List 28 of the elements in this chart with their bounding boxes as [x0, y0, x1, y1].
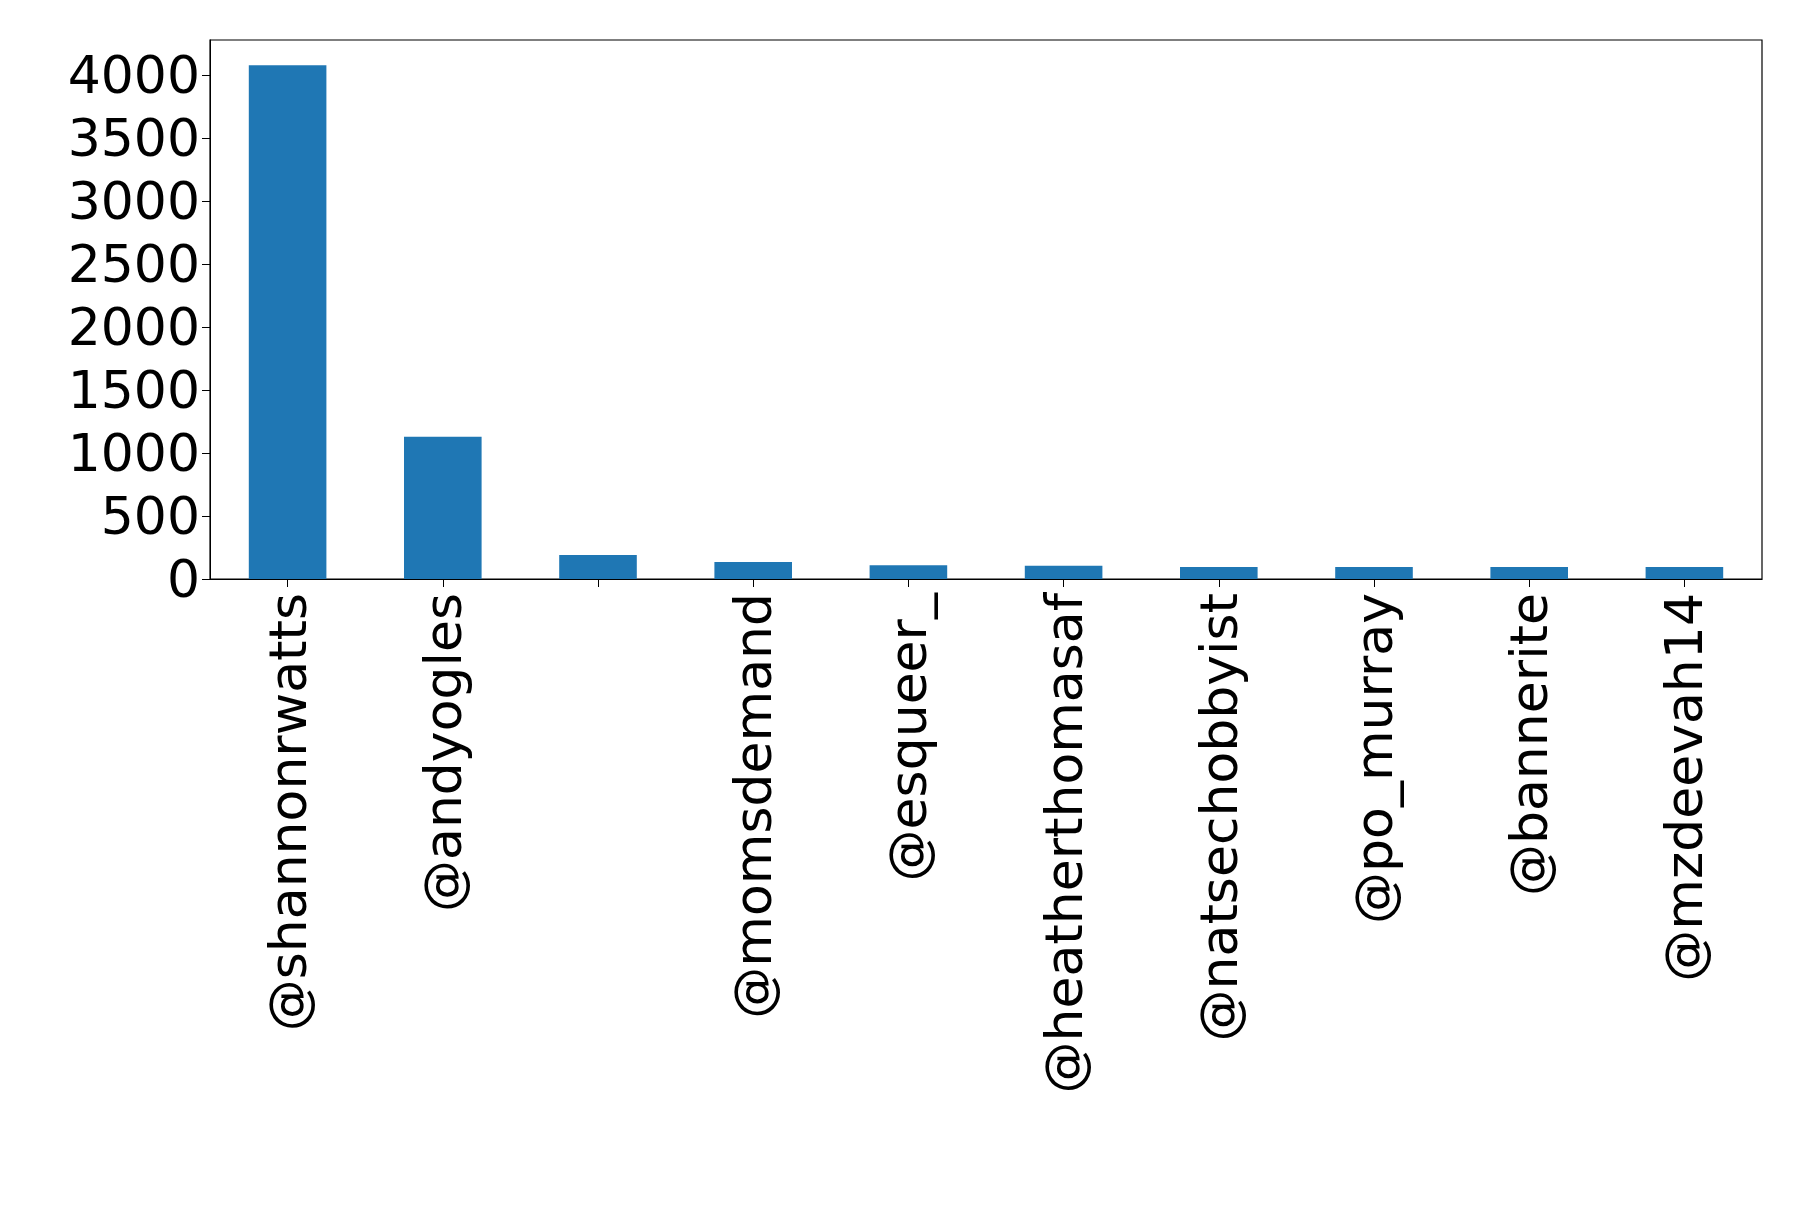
y-tick-label: 2500	[67, 234, 200, 295]
y-tick-label: 3500	[67, 108, 200, 169]
bar	[1335, 567, 1413, 579]
y-tick-label: 4000	[67, 45, 200, 106]
bar	[714, 562, 792, 579]
x-tick-label: @andyogles	[412, 593, 473, 912]
x-tick-label: @heatherthomasaf	[1033, 591, 1094, 1094]
y-tick-label: 0	[166, 549, 200, 609]
bar	[559, 555, 637, 579]
bar	[248, 65, 327, 579]
x-tick-label: @po_murray	[1344, 593, 1404, 924]
x-tick-label: @shannonrwatts	[257, 593, 318, 1032]
x-tick-label: @natsechobbyist	[1188, 593, 1249, 1042]
y-tick-label: 2000	[67, 297, 200, 358]
bar	[1024, 565, 1103, 579]
bar	[1490, 567, 1568, 579]
x-tick-label: @bannerite	[1499, 593, 1560, 896]
y-tick-label: 1000	[67, 423, 200, 484]
bar	[1180, 567, 1258, 579]
x-tick-label: @mzdeevah14	[1654, 593, 1715, 982]
bar	[869, 565, 948, 579]
y-tick-label: 500	[100, 486, 200, 547]
bar	[1645, 567, 1724, 579]
x-tick-label: @esqueer_	[878, 592, 939, 882]
bar	[404, 436, 482, 579]
y-tick-label: 1500	[67, 360, 200, 421]
x-tick-label: @momsdemand	[723, 593, 784, 1019]
y-tick-label: 3000	[67, 171, 200, 232]
